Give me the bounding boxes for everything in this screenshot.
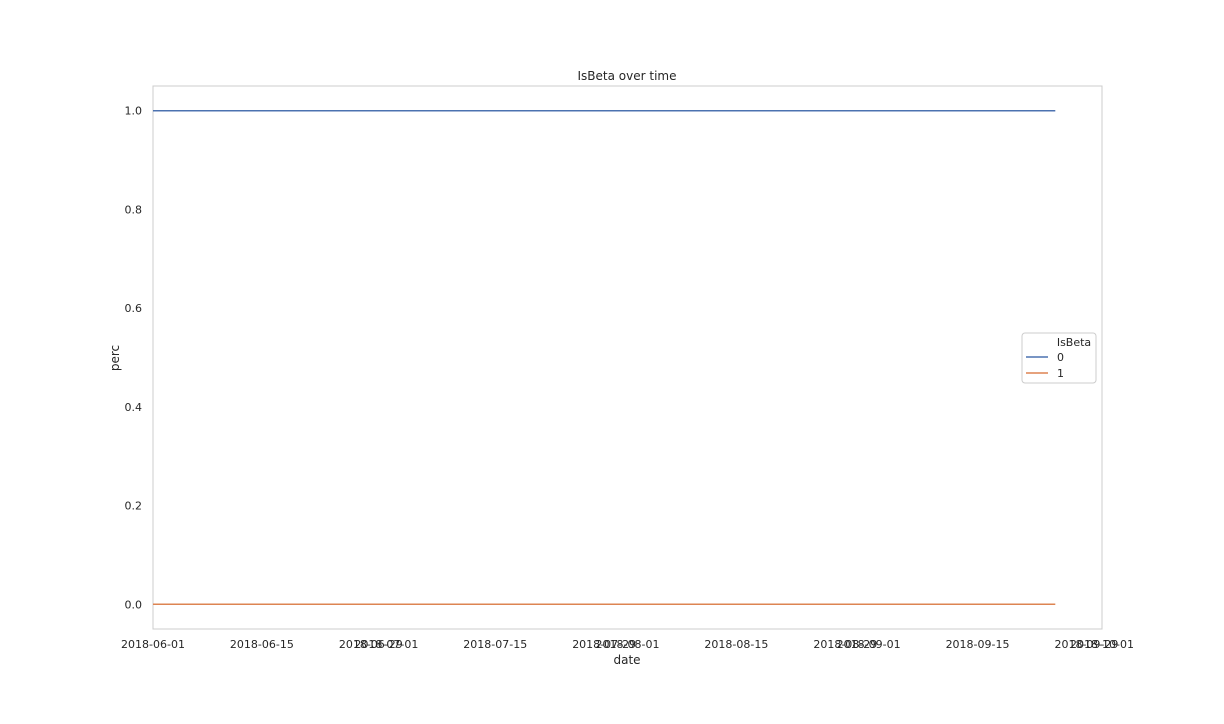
x-tick-label: 2018-09-01 xyxy=(837,638,901,651)
x-axis-label: date xyxy=(613,653,640,667)
x-tick-label: 2018-06-29 xyxy=(339,638,403,651)
x-axis: 2018-06-01 2018-06-15 2018-06-292018-07-01… xyxy=(121,638,1134,651)
chart-title: IsBeta over time xyxy=(578,69,677,83)
x-tick-label: 2018-09-29 xyxy=(1054,638,1118,651)
y-axis: 0.0 0.2 0.4 0.6 0.8 1.0 xyxy=(125,105,143,612)
x-tick-label: 2018-10-01 xyxy=(1070,638,1134,651)
y-tick-label: 1.0 xyxy=(125,105,143,118)
x-tick-label: 2018-08-01 xyxy=(596,638,660,651)
x-tick-label: 2018-08-15 xyxy=(704,638,768,651)
x-tick-label: 2018-08-29 xyxy=(813,638,877,651)
x-tick-label: 2018-06-01 xyxy=(121,638,185,651)
y-axis-label: perc xyxy=(108,345,122,371)
legend-box xyxy=(1021,332,1097,384)
legend-item-label: 1 xyxy=(1057,367,1064,380)
y-tick-label: 0.6 xyxy=(125,302,143,315)
x-tick-label: 2018-09-15 xyxy=(946,638,1010,651)
plot-area xyxy=(152,85,1103,630)
legend-item-label: 0 xyxy=(1057,351,1064,364)
y-tick-label: 0.2 xyxy=(125,500,143,513)
x-tick-label: 2018-07-01 xyxy=(354,638,418,651)
y-tick-label: 0.0 xyxy=(125,598,143,611)
y-tick-label: 0.8 xyxy=(125,203,143,216)
x-tick-label: 2018-06-15 xyxy=(230,638,294,651)
legend-title: IsBeta xyxy=(1057,336,1091,349)
legend: IsBeta 0 1 xyxy=(1021,332,1097,384)
series-lines xyxy=(153,109,1056,606)
x-tick-label: 2018-07-15 xyxy=(463,638,527,651)
y-tick-label: 0.4 xyxy=(125,401,143,414)
x-tick-label: 2018-07-29 xyxy=(572,638,636,651)
